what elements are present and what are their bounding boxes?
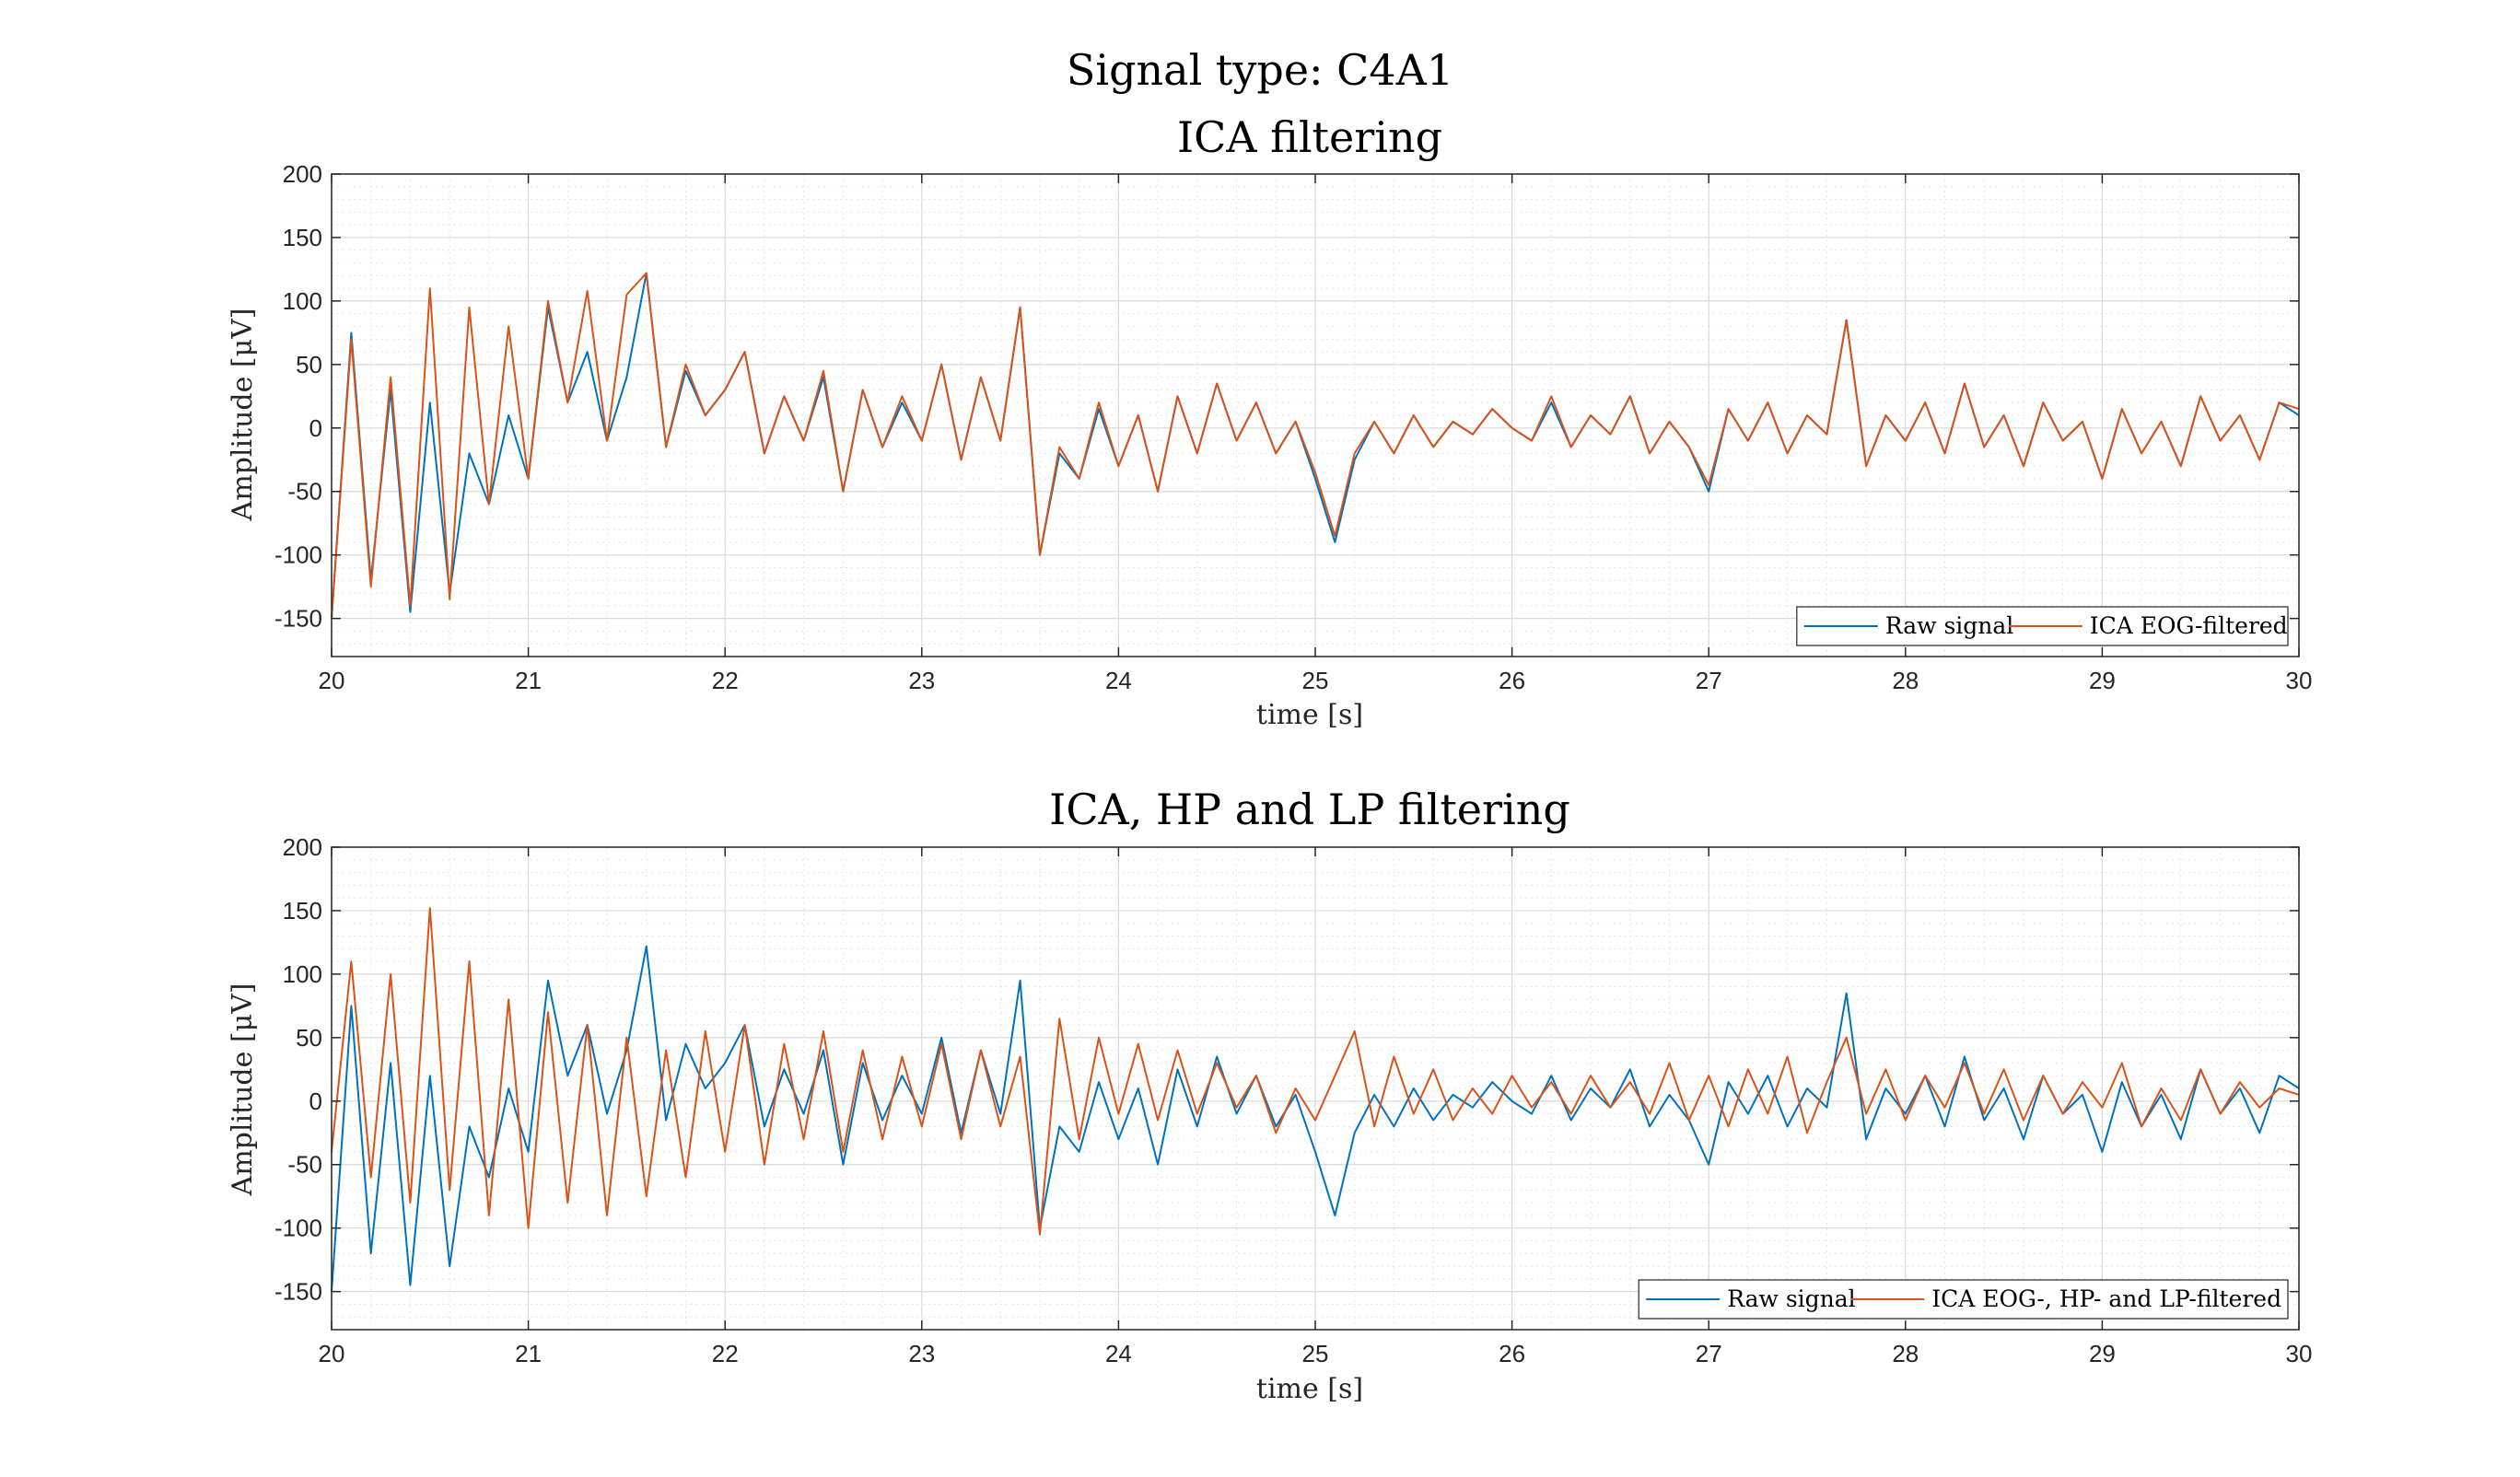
y-tick-label: 100	[283, 960, 322, 988]
x-tick-label: 22	[712, 667, 739, 694]
y-tick-label: -150	[274, 605, 322, 633]
y-tick-label: 0	[309, 414, 322, 442]
y-tick-label: 0	[309, 1087, 322, 1115]
x-axis-label: time [s]	[1256, 1373, 1363, 1405]
y-tick-label: 100	[283, 287, 322, 315]
x-axis-label: time [s]	[1256, 699, 1363, 731]
y-tick-label: 200	[283, 833, 322, 861]
y-tick-label: 150	[283, 224, 322, 251]
x-tick-label: 30	[2286, 667, 2313, 694]
y-tick-label: 200	[283, 160, 322, 188]
y-tick-label: 150	[283, 897, 322, 925]
x-tick-label: 29	[2089, 1340, 2116, 1367]
x-tick-label: 30	[2286, 1340, 2313, 1367]
y-tick-label: -50	[287, 1151, 322, 1179]
legend-box	[1796, 606, 2289, 646]
legend-label: Raw signal	[1727, 1285, 1855, 1312]
y-tick-label: 50	[296, 351, 322, 378]
series-line-filtered	[331, 907, 2300, 1236]
x-tick-label: 24	[1105, 667, 1132, 694]
y-axis-label: Amplitude [μV]	[227, 983, 259, 1197]
y-tick-label: -50	[287, 478, 322, 506]
legend-label: ICA EOG-, HP- and LP-filtered	[1931, 1285, 2281, 1312]
x-tick-label: 20	[319, 1340, 345, 1367]
x-tick-label: 29	[2089, 667, 2116, 694]
x-tick-label: 28	[1892, 667, 1919, 694]
x-tick-label: 23	[908, 1340, 935, 1367]
y-tick-label: -100	[274, 541, 322, 569]
series-line-filtered	[331, 272, 2300, 619]
figure-suptitle: Signal type: C4A1	[1067, 45, 1453, 95]
legend-box	[1638, 1279, 2289, 1320]
y-axis-label: Amplitude [μV]	[227, 308, 259, 522]
y-tick-label: -150	[274, 1278, 322, 1306]
y-tick-label: -100	[274, 1215, 322, 1242]
x-tick-label: 24	[1105, 1340, 1132, 1367]
x-tick-label: 21	[515, 667, 542, 694]
x-tick-label: 26	[1499, 1340, 1525, 1367]
x-tick-label: 23	[908, 667, 935, 694]
x-tick-label: 20	[319, 667, 345, 694]
plot-title: ICA, HP and LP filtering	[1049, 785, 1570, 834]
x-tick-label: 25	[1302, 667, 1329, 694]
y-tick-label: 50	[296, 1024, 322, 1052]
plot-panel-ica-filtering: ICA filtering time [s] Amplitude [μV] 20…	[227, 112, 2312, 731]
x-tick-label: 25	[1302, 1340, 1329, 1367]
x-tick-label: 27	[1696, 667, 1722, 694]
x-tick-label: 26	[1499, 667, 1525, 694]
legend-label: Raw signal	[1885, 612, 2013, 639]
x-tick-label: 22	[712, 1340, 739, 1367]
plot-title: ICA filtering	[1177, 112, 1442, 162]
x-tick-label: 28	[1892, 1340, 1919, 1367]
x-tick-label: 21	[515, 1340, 542, 1367]
legend-label: ICA EOG-filtered	[2090, 612, 2288, 639]
plot-panel-ica-hp-lp-filtering: ICA, HP and LP filtering time [s] Amplit…	[227, 785, 2312, 1405]
x-tick-label: 27	[1696, 1340, 1722, 1367]
